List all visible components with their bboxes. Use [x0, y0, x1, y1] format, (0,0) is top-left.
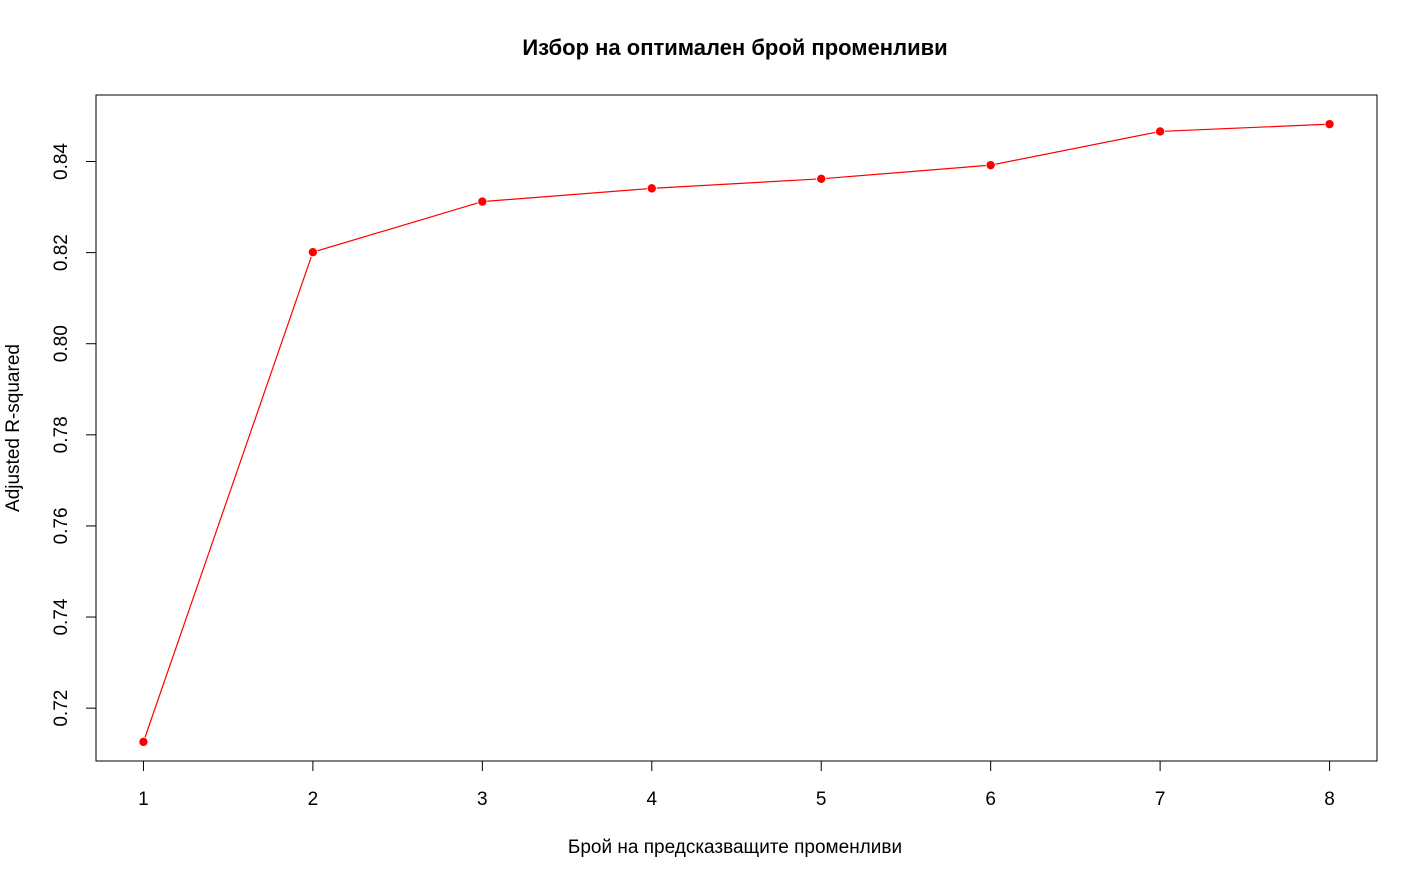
- y-tick-label: 0.82: [51, 234, 72, 271]
- x-tick-label: 1: [138, 789, 149, 810]
- y-tick-label: 0.84: [51, 143, 72, 180]
- series-line: [142, 123, 1330, 743]
- y-tick-label: 0.76: [51, 507, 72, 544]
- x-axis: 1 2 3 4 5 6 7 8: [138, 760, 1335, 810]
- chart-title: Избор на оптимален брой променливи: [522, 35, 947, 60]
- data-point: [477, 196, 488, 207]
- series-layer: [138, 119, 1335, 747]
- x-tick-label: 4: [646, 789, 657, 810]
- y-axis: 0.72 0.74 0.76 0.78 0.80 0.82 0.84: [51, 143, 97, 727]
- x-tick-label: 8: [1324, 789, 1335, 810]
- data-point: [1324, 119, 1335, 130]
- data-point: [985, 160, 996, 171]
- x-tick-label: 5: [816, 789, 827, 810]
- y-tick-label: 0.72: [51, 690, 72, 727]
- x-tick-label: 6: [985, 789, 996, 810]
- y-tick-label: 0.80: [51, 325, 72, 362]
- data-point: [1155, 126, 1166, 137]
- plot-frame: [95, 94, 1378, 762]
- x-tick-label: 7: [1155, 789, 1166, 810]
- y-tick-label: 0.74: [51, 598, 72, 635]
- y-tick-label: 0.78: [51, 416, 72, 453]
- x-tick-label: 3: [477, 789, 488, 810]
- data-point: [307, 247, 318, 258]
- data-point: [646, 183, 657, 194]
- data-point: [138, 736, 149, 747]
- x-axis-label: Брой на предсказващите променливи: [568, 837, 902, 858]
- data-point: [816, 173, 827, 184]
- x-tick-label: 2: [308, 789, 319, 810]
- y-axis-label: Adjusted R-squared: [3, 344, 24, 512]
